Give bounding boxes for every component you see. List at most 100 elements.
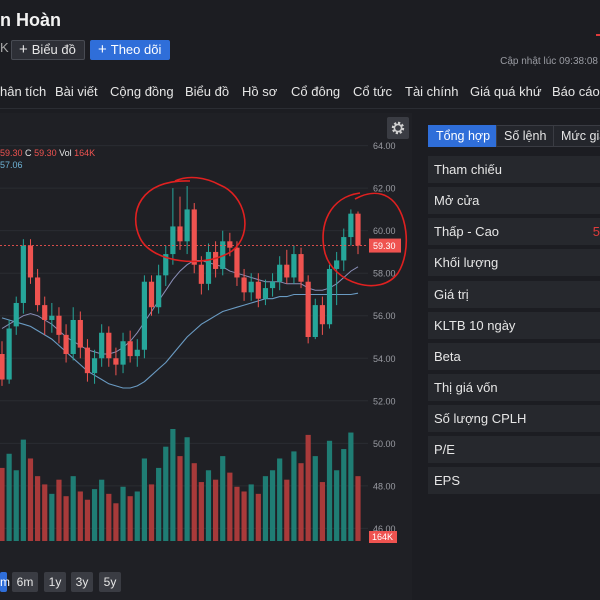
- volume-bar: [20, 439, 26, 541]
- chart-button[interactable]: + Biểu đồ: [11, 40, 85, 60]
- follow-button[interactable]: + Theo dõi: [90, 40, 171, 60]
- volume-bar: [63, 496, 69, 541]
- ma-line-slow: [1, 292, 359, 389]
- candle-body: [120, 341, 126, 365]
- ma-line-fast: [1, 260, 359, 355]
- candle-body: [99, 332, 105, 359]
- stock-title: n Hoàn: [0, 10, 61, 30]
- candle-body: [184, 209, 190, 242]
- legend-vol-label: Vol: [59, 148, 72, 158]
- candle-body: [319, 305, 325, 325]
- tab-orders[interactable]: Số lệnh: [496, 125, 555, 147]
- chart-settings-button[interactable]: [387, 117, 409, 139]
- candle-body: [213, 251, 219, 269]
- nav-item-reports[interactable]: Báo cáo: [552, 84, 600, 99]
- row-eps: EPS: [428, 467, 600, 494]
- tab-summary[interactable]: Tổng hợp: [428, 125, 499, 147]
- row-label: Thị giá vốn: [434, 380, 498, 395]
- y-tick-label: 52.00: [373, 396, 396, 406]
- volume-bar: [0, 467, 5, 541]
- volume-bar: [255, 493, 261, 541]
- row-label: Thấp - Cao: [434, 224, 500, 239]
- nav-item-chart[interactable]: Biểu đồ: [185, 84, 230, 99]
- y-tick-label: 54.00: [373, 354, 396, 364]
- nav-item-shareholders[interactable]: Cổ đông: [291, 84, 341, 99]
- row-label: EPS: [434, 473, 461, 488]
- volume-bar: [305, 434, 311, 541]
- candle-body: [248, 281, 254, 293]
- candle-body: [20, 245, 26, 303]
- volume-bar: [319, 482, 325, 541]
- volume-bar: [35, 476, 41, 541]
- y-tick-label: 56.00: [373, 311, 396, 321]
- legend-open-value: 59.30: [0, 148, 23, 158]
- volume-bar: [355, 476, 361, 541]
- range-button-1y[interactable]: 1y: [44, 572, 66, 592]
- volume-bar: [13, 470, 19, 541]
- row-label: KLTB 10 ngày: [434, 318, 516, 333]
- volume-bar: [348, 432, 354, 541]
- volume-bar: [334, 470, 340, 541]
- plus-icon: +: [98, 41, 107, 58]
- chart-legend: 59.30 C 59.30 Vol 164K: [0, 148, 95, 158]
- candle-body: [334, 260, 340, 269]
- volume-bar: [277, 458, 283, 541]
- volume-bar: [106, 493, 112, 541]
- candle-body: [91, 358, 98, 374]
- candle-body: [305, 281, 311, 337]
- range-button-5y[interactable]: 5y: [99, 572, 121, 592]
- volume-bar: [70, 476, 76, 541]
- volume-bar: [213, 479, 219, 541]
- candle-body: [348, 213, 354, 238]
- volume-bar: [227, 472, 233, 541]
- volume-bar: [269, 470, 276, 541]
- volume-bar: [220, 456, 226, 541]
- range-button-3y[interactable]: 3y: [71, 572, 93, 592]
- price-chart[interactable]: 64.00 62.00 60.00 58.00 56.00 54.00 52.00 50.00…: [0, 113, 412, 545]
- row-open: Mở cửa: [428, 187, 600, 214]
- nav-item-analysis[interactable]: hân tích: [0, 84, 47, 99]
- candle-body: [127, 341, 133, 357]
- candle-body: [177, 226, 183, 242]
- candle-body: [156, 275, 162, 308]
- volume-bar: [163, 446, 169, 541]
- legend-close-value: 59.30: [34, 148, 57, 158]
- volume-bar: [134, 491, 140, 541]
- y-tick-label: 58.00: [373, 269, 396, 279]
- nav-item-financials[interactable]: Tài chính: [405, 84, 459, 99]
- candle-body: [298, 254, 304, 282]
- nav-item-profile[interactable]: Hồ sơ: [242, 84, 278, 99]
- volume-bar: [27, 458, 34, 541]
- volume-bar: [156, 467, 162, 541]
- volume-bar: [49, 493, 55, 541]
- candle-body: [341, 237, 347, 261]
- candle-body: [312, 305, 318, 337]
- candle-body: [148, 281, 155, 308]
- candle-body: [227, 241, 233, 248]
- volume-bar: [56, 479, 62, 541]
- y-tick-label: 64.00: [373, 141, 396, 151]
- range-button-m[interactable]: m: [0, 572, 10, 592]
- candle-body: [170, 226, 176, 255]
- candle-body: [326, 268, 333, 325]
- candle-body: [84, 347, 91, 374]
- volume-bar: [234, 486, 240, 541]
- candle-body: [113, 358, 119, 365]
- candle-body: [262, 288, 269, 299]
- nav-item-community[interactable]: Cộng đồng: [110, 84, 174, 99]
- volume-bar: [177, 456, 183, 541]
- volume-bar: [205, 470, 212, 541]
- candle-body: [198, 264, 204, 284]
- nav-item-dividends[interactable]: Cổ tức: [353, 84, 393, 99]
- legend-ma-value: 57.06: [0, 160, 23, 170]
- nav-item-history[interactable]: Giá quá khứ: [470, 84, 542, 99]
- main-nav: hân tích Bài viết Cộng đồng Biểu đồ Hồ s…: [0, 74, 600, 109]
- row-shares-outstanding: Số lượng CPLH: [428, 405, 600, 432]
- row-avg-volume: KLTB 10 ngày: [428, 312, 600, 339]
- range-button-6m[interactable]: 6m: [12, 572, 38, 592]
- annotation-circle: [135, 176, 246, 263]
- candle-body: [49, 315, 55, 320]
- tab-price-levels[interactable]: Mức giá: [553, 125, 600, 147]
- row-label: Mở cửa: [434, 193, 480, 208]
- nav-item-articles[interactable]: Bài viết: [55, 84, 98, 99]
